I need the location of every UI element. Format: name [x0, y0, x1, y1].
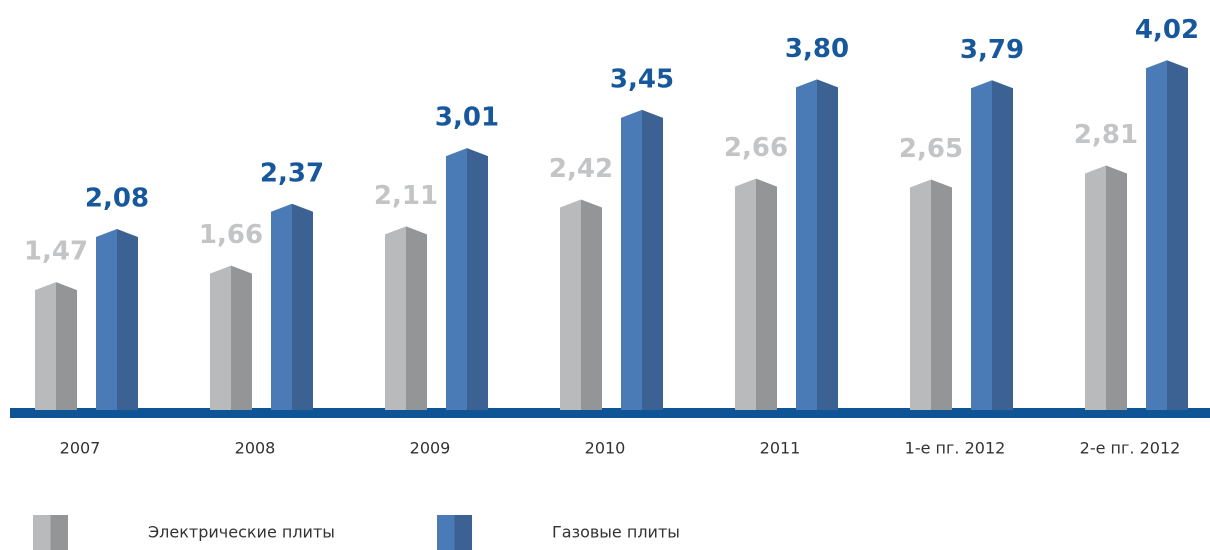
- bar: [1085, 165, 1127, 410]
- bar-front-face: [446, 148, 467, 410]
- legend-swatch-side: [454, 515, 472, 550]
- bar-front-face: [385, 226, 406, 410]
- data-label: 2,11: [374, 181, 438, 211]
- data-label: 3,79: [960, 35, 1024, 65]
- baseline: [10, 408, 1210, 418]
- bar-side-face: [992, 80, 1013, 411]
- bar-front-face: [621, 109, 642, 410]
- bar-side-face: [1106, 165, 1127, 410]
- bar: [796, 79, 838, 411]
- bar-side-face: [642, 109, 663, 410]
- bar-side-face: [1167, 60, 1188, 410]
- bar: [446, 148, 488, 410]
- bar-front-face: [971, 80, 992, 411]
- x-tick-label: 2007: [60, 439, 101, 458]
- data-label: 2,08: [85, 184, 149, 214]
- bar-side-face: [467, 148, 488, 410]
- legend-swatch-side: [50, 515, 68, 550]
- legend-item: Электрические плиты: [33, 515, 335, 550]
- data-label: 1,47: [24, 237, 88, 267]
- bar: [621, 109, 663, 410]
- data-label: 3,80: [785, 34, 849, 64]
- legend-swatch: [33, 515, 51, 550]
- x-tick-label: 2008: [235, 439, 276, 458]
- bar: [96, 229, 138, 410]
- bar-front-face: [210, 265, 231, 410]
- bar-side-face: [231, 265, 252, 410]
- bar: [210, 265, 252, 410]
- bar-side-face: [292, 203, 313, 410]
- x-tick-label: 2010: [585, 439, 626, 458]
- data-label: 1,66: [199, 220, 263, 250]
- x-tick-label: 1-е пг. 2012: [905, 439, 1006, 458]
- data-label: 2,66: [724, 133, 788, 163]
- legend-label: Электрические плиты: [148, 523, 335, 542]
- data-label: 2,37: [260, 158, 324, 188]
- bar-front-face: [1085, 165, 1106, 410]
- legend-swatch: [437, 515, 455, 550]
- bar: [735, 178, 777, 410]
- bar-front-face: [271, 203, 292, 410]
- bar-front-face: [910, 179, 931, 410]
- bar-side-face: [406, 226, 427, 410]
- x-tick-label: 2011: [760, 439, 801, 458]
- bar-front-face: [1146, 60, 1167, 410]
- bar-front-face: [96, 229, 117, 410]
- bar-side-face: [117, 229, 138, 410]
- bar: [560, 199, 602, 410]
- data-label: 3,01: [435, 103, 499, 133]
- bar-side-face: [817, 79, 838, 411]
- bar: [35, 282, 77, 410]
- data-label: 2,81: [1074, 120, 1138, 150]
- data-label: 3,45: [610, 64, 674, 94]
- x-tick-label: 2009: [410, 439, 451, 458]
- bar: [910, 179, 952, 410]
- data-label: 2,42: [549, 154, 613, 184]
- legend-label: Газовые плиты: [552, 523, 680, 542]
- bar-front-face: [735, 178, 756, 410]
- bar-side-face: [581, 199, 602, 410]
- bar: [385, 226, 427, 410]
- x-tick-label: 2-е пг. 2012: [1080, 439, 1181, 458]
- bar: [271, 203, 313, 410]
- bar-front-face: [560, 199, 581, 410]
- bar-front-face: [35, 282, 56, 410]
- bar: [1146, 60, 1188, 410]
- bar: [971, 80, 1013, 411]
- bar-side-face: [56, 282, 77, 410]
- bar-side-face: [931, 179, 952, 410]
- legend-item: Газовые плиты: [437, 515, 680, 550]
- data-label: 4,02: [1135, 15, 1199, 45]
- bar-front-face: [796, 79, 817, 411]
- data-label: 2,65: [899, 134, 963, 164]
- bar-side-face: [756, 178, 777, 410]
